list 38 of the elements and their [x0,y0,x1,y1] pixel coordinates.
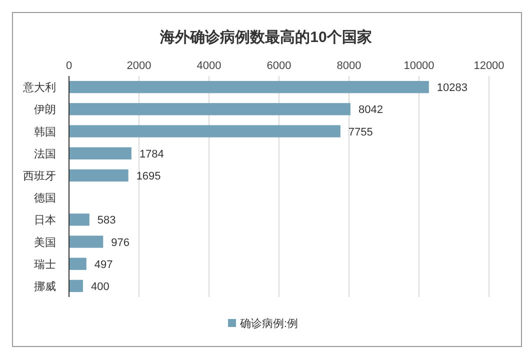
data-label: 1784 [139,148,164,160]
y-tick-label: 日本 [34,214,56,227]
bar [69,214,90,226]
y-tick-label: 意大利 [22,81,56,94]
data-label: 7755 [348,126,373,138]
y-tick-label: 法国 [34,147,56,160]
bar [69,280,83,292]
data-label: 1695 [136,170,161,182]
x-tick-label: 12000 [474,60,504,72]
data-label: 400 [91,280,110,293]
y-tick-label: 德国 [34,192,56,205]
bar [69,103,350,116]
bar [69,147,132,160]
bar [69,125,340,138]
data-label: 976 [111,236,130,249]
bar [69,258,86,270]
data-label: 8042 [358,104,383,116]
x-tick-label: 0 [66,60,72,72]
chart-title: 海外确诊病例数最高的10个国家 [159,28,372,46]
x-tick-label: 4000 [196,60,222,72]
data-label: 497 [94,258,113,271]
bar [69,236,104,248]
y-tick-label: 美国 [34,236,56,249]
x-tick-label: 10000 [404,60,434,72]
bar [69,80,429,94]
y-tick-label: 韩国 [34,125,56,138]
bar [69,169,128,182]
x-tick-label: 6000 [266,60,292,72]
y-tick-label: 西班牙 [23,169,56,182]
y-tick-label: 伊朗 [34,103,56,116]
legend-label: 确诊病例:例 [239,317,298,330]
x-tick-label: 2000 [126,60,152,72]
data-label: 10283 [436,82,468,94]
y-tick-label: 挪威 [34,280,56,293]
x-tick-label: 8000 [336,60,362,72]
legend: 确诊病例:例 [228,318,298,330]
data-label: 583 [97,214,116,227]
y-tick-label: 瑞士 [34,258,56,271]
